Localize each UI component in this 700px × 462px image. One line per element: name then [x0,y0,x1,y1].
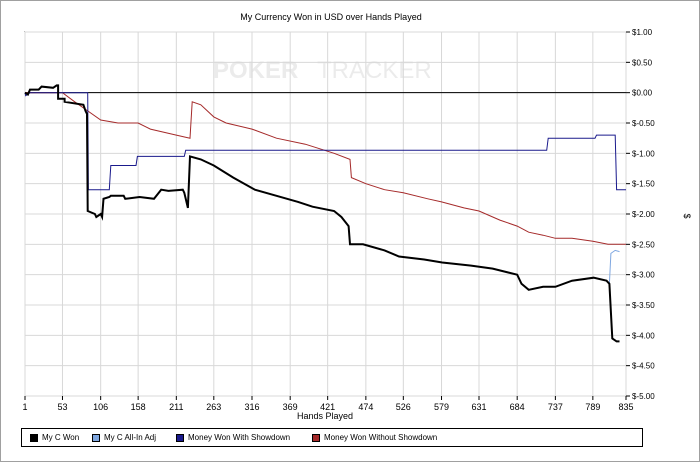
y-tick-label: $0.00 [632,89,653,98]
y-tick-label: $-4.50 [632,362,655,371]
x-tick-label: 1 [22,402,27,412]
x-axis-label: Hands Played [297,411,353,421]
legend-swatch [30,433,38,442]
x-axis: 1 53 106 158 211 263 316 369 421 474 526 579 631 684 7… [22,396,634,412]
y-tick-label: $-4.00 [632,331,655,340]
y-axis-label: $ [682,213,692,218]
x-tick-label: 684 [510,402,525,412]
legend-item: Money Won Without Showdown [304,433,437,442]
x-tick-label: 211 [169,402,183,412]
y-tick-label: $-2.00 [632,210,655,219]
legend-swatch [176,433,184,442]
legend: My C Won My C All-In Adj Money Won With … [21,428,643,447]
x-tick-label: 579 [434,402,449,412]
x-tick-label: 263 [206,402,221,412]
legend-item: My C All-In Adj [84,433,168,442]
x-tick-label: 106 [93,402,108,412]
legend-item: My C Won [22,433,84,442]
legend-label: Money Won With Showdown [188,433,291,442]
legend-label: Money Won Without Showdown [324,433,438,442]
y-tick-label: $-2.50 [632,240,655,249]
legend-swatch [312,433,320,442]
series-line-my-c-won [24,84,620,343]
y-tick-label: $-1.00 [632,149,655,158]
y-tick-label: $1.00 [632,28,653,37]
line-chart: POKER TRACKER 1 53 106 158 211 263 316 369 421 47… [22,28,692,421]
series-line-my-c-all-in-adj [608,249,620,284]
watermark: POKER TRACKER [213,57,432,84]
legend-label: My C Won [42,433,80,442]
series-line-money-won-with-showdown [24,92,626,191]
chart-title: My Currency Won in USD over Hands Played [240,12,422,22]
y-axis: $1.00 $0.50 $0.00 $-0.50 $-1.00 $-1.50 $-2.00 $… [626,28,655,401]
x-tick-label: 316 [244,402,259,412]
x-tick-label: 526 [396,402,411,412]
watermark-poker: POKER [213,57,298,84]
legend-swatch [92,433,100,442]
y-tick-label: $0.50 [632,58,653,67]
x-tick-label: 789 [585,402,600,412]
legend-label: My C All-In Adj [104,433,157,442]
y-tick-label: $-0.50 [632,119,655,128]
x-tick-label: 835 [618,402,633,412]
series-group [24,84,626,343]
legend-item: Money Won With Showdown [168,433,304,442]
x-tick-label: 737 [548,402,563,412]
watermark-tracker: TRACKER [317,57,432,84]
x-tick-label: 474 [358,402,373,412]
x-tick-label: 53 [57,402,67,412]
y-tick-label: $-3.00 [632,271,655,280]
x-tick-label: 369 [283,402,298,412]
x-tick-label: 158 [131,402,146,412]
x-tick-label: 631 [471,402,486,412]
y-tick-label: $-3.50 [632,301,655,310]
x-tick-label: 421 [320,402,335,412]
y-tick-label: $-5.00 [632,392,655,401]
series-line-money-won-without-showdown [25,92,626,245]
y-tick-label: $-1.50 [632,180,655,189]
